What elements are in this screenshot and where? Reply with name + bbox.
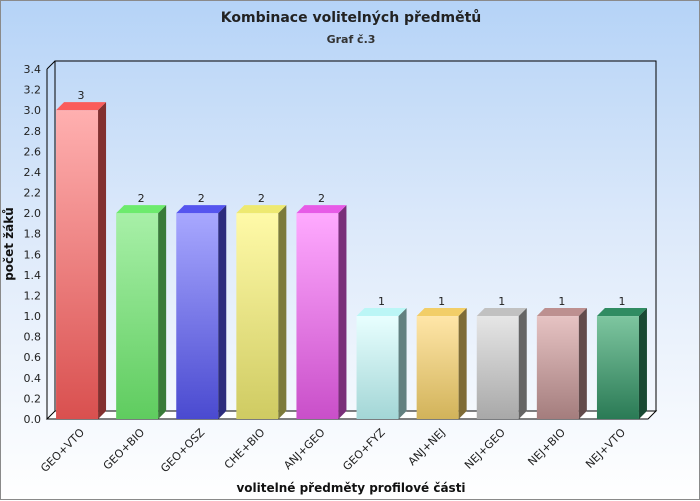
- y-tick-label: 2.4: [24, 166, 42, 179]
- bar: [596, 316, 639, 419]
- bar-side: [518, 308, 527, 419]
- bar: [176, 213, 219, 419]
- bar: [416, 316, 459, 419]
- y-tick-label: 0.4: [24, 372, 42, 385]
- x-tick-label: GEO+OSZ: [158, 426, 207, 475]
- y-axis-label: počet žáků: [2, 207, 16, 281]
- data-label: 3: [78, 89, 85, 102]
- bar: [536, 316, 579, 419]
- bar-top: [356, 308, 407, 317]
- y-tick-label: 2.8: [24, 125, 42, 138]
- data-label: 1: [618, 295, 625, 308]
- y-tick-label: 2.0: [24, 207, 42, 220]
- bar-top: [536, 308, 587, 317]
- data-label: 1: [438, 295, 445, 308]
- bar-top: [596, 308, 647, 317]
- y-tick-label: 3.4: [24, 63, 42, 76]
- x-tick-label: ANJ+NEJ: [406, 426, 448, 468]
- chart-title: Kombinace volitelných předmětů: [220, 10, 482, 26]
- bar-top: [56, 102, 107, 111]
- data-label: 1: [498, 295, 505, 308]
- x-tick-label: NEJ+VTO: [583, 426, 628, 471]
- y-tick-label: 2.2: [24, 187, 42, 200]
- bar-top: [416, 308, 467, 317]
- x-tick-label: NEJ+GEO: [462, 426, 508, 472]
- y-tick-label: 1.4: [24, 269, 42, 282]
- bar: [116, 213, 159, 419]
- bar: [236, 213, 279, 419]
- bar-top: [296, 205, 347, 214]
- bar: [56, 110, 99, 420]
- y-tick-label: 0.6: [24, 351, 42, 364]
- x-tick-label: GEO+BIO: [101, 426, 148, 473]
- chart-subtitle: Graf č.3: [326, 33, 376, 46]
- data-label: 2: [258, 192, 265, 205]
- bar: [476, 316, 519, 419]
- x-tick-label: CHE+BIO: [222, 426, 268, 472]
- data-label: 1: [378, 295, 385, 308]
- bar: [356, 316, 399, 419]
- bar-top: [476, 308, 527, 317]
- bar-side: [158, 205, 167, 419]
- y-tick-label: 2.6: [24, 145, 42, 158]
- y-tick-label: 0.8: [24, 331, 42, 344]
- bar-top: [116, 205, 167, 214]
- x-tick-label: GEO+FYZ: [340, 426, 388, 474]
- x-tick-label: NEJ+BIO: [525, 426, 568, 469]
- bar-side: [578, 308, 587, 419]
- y-tick-label: 1.6: [24, 248, 42, 261]
- bar-side: [98, 102, 107, 420]
- bar-top: [236, 205, 287, 214]
- y-tick-label: 0.2: [24, 392, 42, 405]
- bar-side: [398, 308, 407, 419]
- data-label: 2: [138, 192, 145, 205]
- x-tick-label: GEO+VTO: [38, 426, 87, 475]
- data-label: 2: [198, 192, 205, 205]
- y-tick-label: 3.2: [24, 84, 42, 97]
- data-label: 1: [558, 295, 565, 308]
- bar-side: [338, 205, 347, 419]
- data-label: 2: [318, 192, 325, 205]
- y-tick-label: 1.2: [24, 289, 42, 302]
- y-tick-label: 1.0: [24, 310, 42, 323]
- x-axis-label: volitelné předměty profilové části: [236, 481, 465, 495]
- bar-side: [218, 205, 227, 419]
- y-axis-top-edge: [46, 60, 56, 70]
- y-tick-label: 3.0: [24, 104, 42, 117]
- bar-side: [458, 308, 467, 419]
- y-tick-label: 0.0: [24, 413, 42, 426]
- bar-top: [176, 205, 227, 214]
- bar: [296, 213, 339, 419]
- bar-side: [638, 308, 647, 419]
- bar-side: [278, 205, 287, 419]
- x-tick-label: ANJ+GEO: [281, 426, 327, 472]
- y-tick-label: 1.8: [24, 228, 42, 241]
